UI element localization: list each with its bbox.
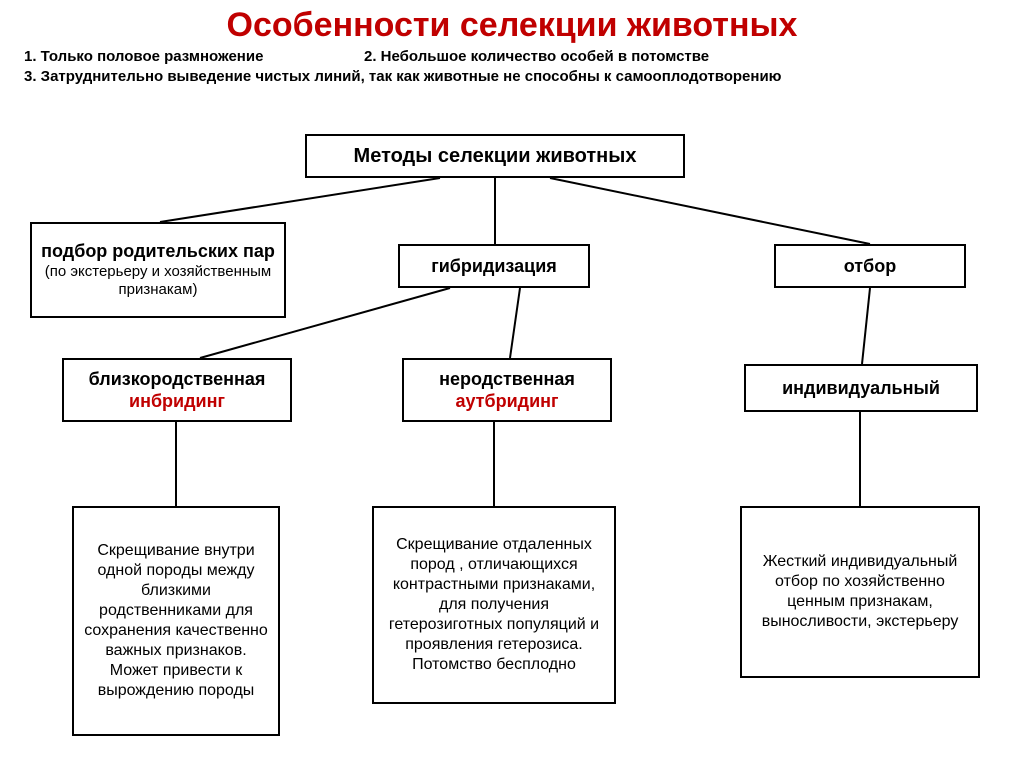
node-root: Методы селекции животных xyxy=(305,134,685,178)
node-individual: индивидуальный xyxy=(744,364,978,412)
bullet-3: 3. Затруднительно выведение чистых линий… xyxy=(24,67,1000,87)
node-hybrid: гибридизация xyxy=(398,244,590,288)
node-desc-outbreeding: Скрещивание отдаленных пород , отличающи… xyxy=(372,506,616,704)
page-title: Особенности селекции животных xyxy=(0,0,1024,45)
bullet-1: 1. Только половое размножение xyxy=(24,47,364,67)
node-desc-individual: Жесткий индивидуальный отбор по хозяйств… xyxy=(740,506,980,678)
node-pair-sub: (по экстерьеру и хозяйственным признакам… xyxy=(40,263,276,301)
node-pair-title: подбор родительских пар xyxy=(41,240,275,263)
node-inbreeding: близкородственная инбридинг xyxy=(62,358,292,422)
node-outbreeding-l2: аутбридинг xyxy=(455,390,558,413)
node-inbreeding-l1: близкородственная xyxy=(89,368,266,391)
node-desc-inbreeding: Скрещивание внутри одной породы между бл… xyxy=(72,506,280,736)
node-outbreeding-l1: неродственная xyxy=(439,368,575,391)
node-select: отбор xyxy=(774,244,966,288)
feature-bullets: 1. Только половое размножение 2. Небольш… xyxy=(0,45,1024,94)
node-outbreeding: неродственная аутбридинг xyxy=(402,358,612,422)
bullet-2: 2. Небольшое количество особей в потомст… xyxy=(364,47,709,67)
node-pair: подбор родительских пар (по экстерьеру и… xyxy=(30,222,286,318)
node-inbreeding-l2: инбридинг xyxy=(129,390,225,413)
